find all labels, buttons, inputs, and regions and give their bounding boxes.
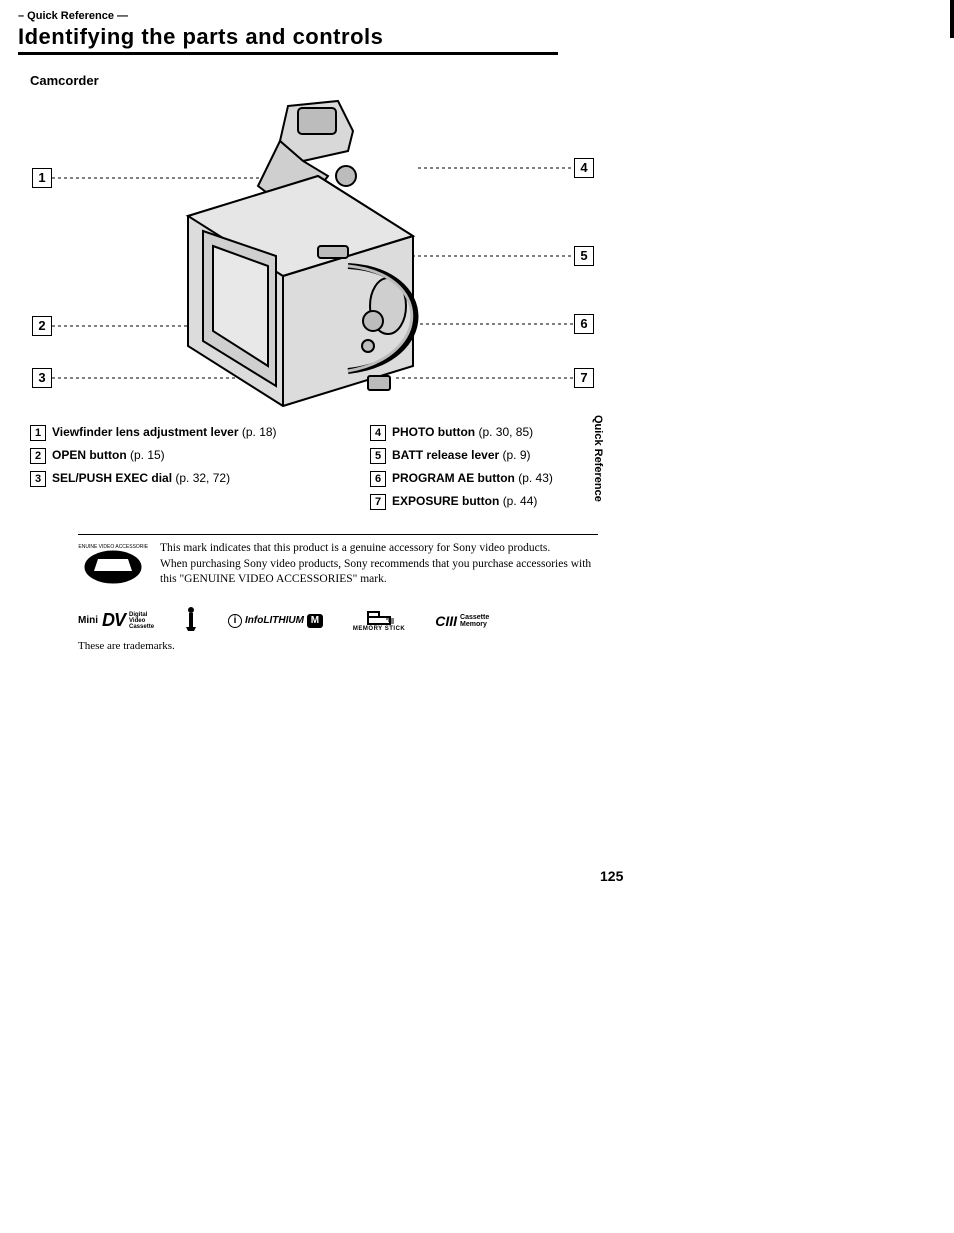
diagram-svg xyxy=(18,96,658,416)
callout-box-3: 3 xyxy=(32,368,52,388)
genuine-accessory-block: GENUINE VIDEO ACCESSORIES This mark indi… xyxy=(78,534,598,589)
legend-item: 6 PROGRAM AE button (p. 43) xyxy=(370,470,650,487)
trademark-note: These are trademarks. xyxy=(78,640,934,652)
callout-box-6: 6 xyxy=(574,314,594,334)
side-tab-label: Quick Reference xyxy=(592,415,604,502)
legend-num: 3 xyxy=(30,471,46,487)
legend-num: 7 xyxy=(370,494,386,510)
legend-text: OPEN button (p. 15) xyxy=(52,447,165,464)
legend-item: 1 Viewfinder lens adjustment lever (p. 1… xyxy=(30,424,310,441)
camcorder-diagram: 1 2 3 4 5 6 7 xyxy=(18,96,658,416)
cassette-memory-logo: CIII Cassette Memory xyxy=(435,613,489,629)
cassette-small: Cassette xyxy=(460,614,489,621)
legend-item: 4 PHOTO button (p. 30, 85) xyxy=(370,424,650,441)
cassette-cm: CIII xyxy=(435,613,457,629)
legend-item: 2 OPEN button (p. 15) xyxy=(30,447,310,464)
page-number: 125 xyxy=(600,868,623,884)
minidv-small: Cassette xyxy=(129,624,154,630)
trademark-logos: Mini DV Digital Video Cassette i InfoLIT… xyxy=(78,607,934,634)
legend-text: Viewfinder lens adjustment lever (p. 18) xyxy=(52,424,277,441)
section-label: – Quick Reference — xyxy=(18,10,934,22)
legend-text: EXPOSURE button (p. 44) xyxy=(392,493,537,510)
callout-box-4: 4 xyxy=(574,158,594,178)
memorystick-logo: MEMORY STICK xyxy=(353,610,405,632)
genuine-accessory-text: This mark indicates that this product is… xyxy=(160,541,598,589)
legend-left: 1 Viewfinder lens adjustment lever (p. 1… xyxy=(30,424,310,516)
legend: 1 Viewfinder lens adjustment lever (p. 1… xyxy=(30,424,934,516)
callout-box-7: 7 xyxy=(574,368,594,388)
svg-text:GENUINE VIDEO ACCESSORIES: GENUINE VIDEO ACCESSORIES xyxy=(78,544,148,550)
legend-item: 5 BATT release lever (p. 9) xyxy=(370,447,650,464)
page-title: Identifying the parts and controls xyxy=(18,24,934,50)
title-rule xyxy=(18,52,558,55)
legend-right: 4 PHOTO button (p. 30, 85) 5 BATT releas… xyxy=(370,424,650,516)
legend-text: PROGRAM AE button (p. 43) xyxy=(392,470,553,487)
infolithium-logo: i InfoLITHIUM M xyxy=(228,614,323,628)
callout-box-1: 1 xyxy=(32,168,52,188)
callout-box-2: 2 xyxy=(32,316,52,336)
legend-item: 3 SEL/PUSH EXEC dial (p. 32, 72) xyxy=(30,470,310,487)
infolithium-badge: M xyxy=(307,614,323,628)
legend-num: 4 xyxy=(370,425,386,441)
minidv-logo: Mini DV Digital Video Cassette xyxy=(78,610,154,631)
subheading: Camcorder xyxy=(30,73,934,88)
infolithium-text: InfoLITHIUM xyxy=(245,615,304,626)
memorystick-icon xyxy=(364,610,394,626)
legend-text: PHOTO button (p. 30, 85) xyxy=(392,424,533,441)
memorystick-label: MEMORY STICK xyxy=(353,626,405,632)
legend-text: BATT release lever (p. 9) xyxy=(392,447,531,464)
legend-text: SEL/PUSH EXEC dial (p. 32, 72) xyxy=(52,470,230,487)
ilink-logo-icon xyxy=(184,607,198,634)
genuine-accessory-mark-icon: GENUINE VIDEO ACCESSORIES xyxy=(78,541,148,589)
legend-num: 6 xyxy=(370,471,386,487)
page-edge-mark xyxy=(950,0,954,38)
legend-num: 5 xyxy=(370,448,386,464)
legend-num: 2 xyxy=(30,448,46,464)
infolithium-i-icon: i xyxy=(228,614,242,628)
minidv-prefix: Mini xyxy=(78,615,98,626)
callout-box-5: 5 xyxy=(574,246,594,266)
legend-num: 1 xyxy=(30,425,46,441)
legend-item: 7 EXPOSURE button (p. 44) xyxy=(370,493,650,510)
cassette-small: Memory xyxy=(460,621,489,628)
minidv-dv: DV xyxy=(102,610,125,631)
